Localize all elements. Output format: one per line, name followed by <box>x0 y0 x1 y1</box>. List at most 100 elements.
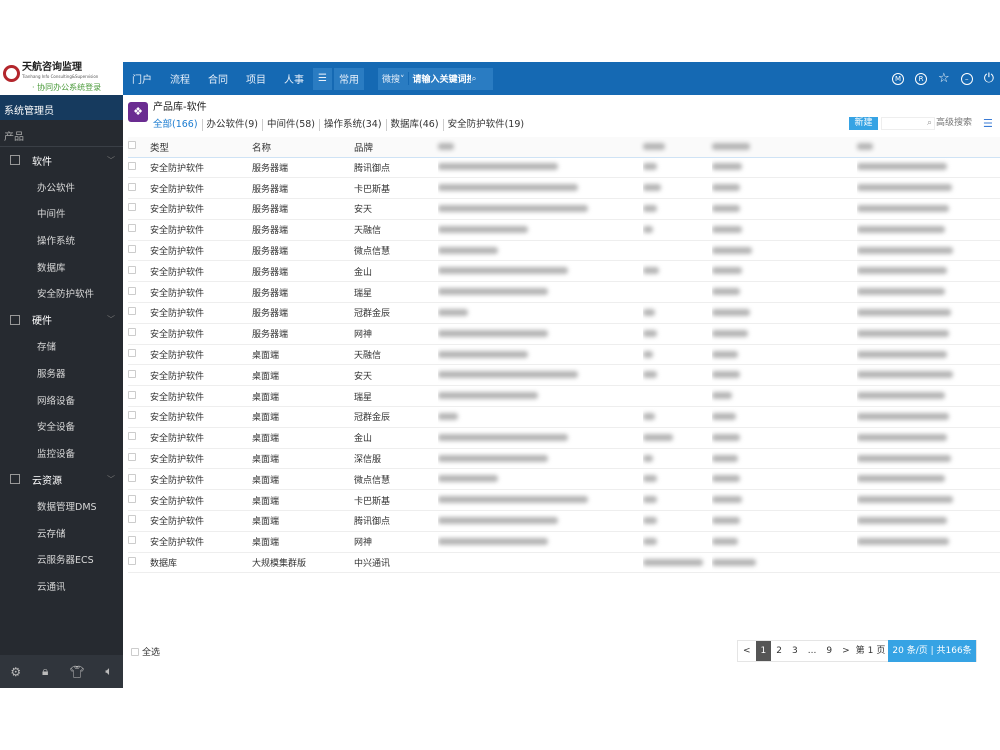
row-checkbox[interactable] <box>128 494 136 503</box>
table-row[interactable]: 安全防护软件 服务器端 卡巴斯基 <box>128 177 1000 200</box>
row-checkbox[interactable] <box>128 369 136 378</box>
new-button[interactable]: 新建 <box>849 117 878 130</box>
table-row[interactable]: 安全防护软件 服务器端 腾讯御点 <box>128 157 1000 179</box>
filter-os[interactable]: 操作系统(34) <box>319 119 386 131</box>
nav-project[interactable]: 项目 <box>246 75 266 86</box>
page-size-info[interactable]: 20 条/页 | 共166条 <box>888 640 976 662</box>
row-checkbox[interactable] <box>128 307 136 316</box>
select-all[interactable]: 全选 <box>131 645 160 658</box>
row-checkbox[interactable] <box>128 515 136 524</box>
star-icon[interactable]: ☆ <box>938 70 950 86</box>
filter-security[interactable]: 安全防护软件(19) <box>442 119 529 131</box>
page-1[interactable]: 1 <box>755 641 772 661</box>
row-checkbox[interactable] <box>128 390 136 399</box>
filter-all[interactable]: 全部(166) <box>153 119 198 130</box>
sidebar-item[interactable]: 监控设备 <box>37 448 76 460</box>
sidebar-group[interactable]: 软件 ﹀ <box>0 147 123 174</box>
row-checkbox[interactable] <box>128 557 136 566</box>
col-type[interactable]: 类型 <box>150 137 252 158</box>
table-row[interactable]: 安全防护软件 服务器端 冠群金辰 <box>128 302 1000 324</box>
sidebar-group[interactable]: 云资源 ﹀ <box>0 466 123 493</box>
table-row[interactable]: 安全防护软件 服务器端 微点信慧 <box>128 240 1000 262</box>
sidebar-item[interactable]: 安全防护软件 <box>37 289 95 301</box>
sidebar-item[interactable]: 中间件 <box>37 209 66 221</box>
list-view-icon[interactable]: ☰ <box>983 117 993 130</box>
row-checkbox[interactable] <box>128 224 136 233</box>
search-input[interactable]: 请输入关键词搜索 <box>412 75 472 85</box>
row-checkbox[interactable] <box>128 536 136 545</box>
search-scope-dropdown[interactable]: 微搜˅ <box>378 72 410 85</box>
col-name[interactable]: 名称 <box>252 137 354 158</box>
row-checkbox[interactable] <box>128 328 136 337</box>
sidebar-item[interactable]: 云存储 <box>37 528 66 540</box>
table-row[interactable]: 安全防护软件 桌面端 腾讯御点 <box>128 510 1000 532</box>
sidebar-section-product[interactable]: 产品 <box>0 120 123 147</box>
sidebar-item[interactable]: 服务器 <box>37 369 66 381</box>
nav-common[interactable]: 常用 <box>333 67 364 90</box>
row-checkbox[interactable] <box>128 161 136 170</box>
quick-search-input[interactable]: ⌕ <box>881 117 935 130</box>
table-row[interactable]: 安全防护软件 桌面端 瑞星 <box>128 385 1000 408</box>
header-checkbox[interactable] <box>128 141 136 150</box>
page-2[interactable]: 2 <box>776 646 783 656</box>
r-circle-icon[interactable]: R <box>915 72 928 85</box>
speaker-icon[interactable]: 🔈︎ <box>105 664 113 678</box>
row-checkbox[interactable] <box>128 473 136 482</box>
next-page-button[interactable]: > <box>842 646 850 656</box>
search-icon[interactable]: ⌕ <box>926 118 932 128</box>
sidebar-item[interactable]: 操作系统 <box>37 236 76 248</box>
sidebar-item[interactable]: 数据管理DMS <box>37 502 97 514</box>
table-row[interactable]: 安全防护软件 服务器端 金山 <box>128 260 1000 283</box>
table-row[interactable]: 安全防护软件 桌面端 深信服 <box>128 448 1000 470</box>
table-row[interactable]: 安全防护软件 桌面端 微点信慧 <box>128 468 1000 491</box>
row-checkbox[interactable] <box>128 265 136 274</box>
sidebar-item[interactable]: 数据库 <box>37 262 66 274</box>
sidebar-item[interactable]: 云服务器ECS <box>37 555 94 567</box>
table-row[interactable]: 安全防护软件 服务器端 安天 <box>128 198 1000 220</box>
table-row[interactable]: 安全防护软件 桌面端 冠群金辰 <box>128 406 1000 428</box>
row-checkbox[interactable] <box>128 432 136 441</box>
table-row[interactable]: 安全防护软件 桌面端 卡巴斯基 <box>128 489 1000 512</box>
col-brand[interactable]: 品牌 <box>354 137 438 158</box>
row-checkbox[interactable] <box>128 411 136 420</box>
table-row[interactable]: 安全防护软件 桌面端 金山 <box>128 427 1000 449</box>
row-checkbox[interactable] <box>128 182 136 191</box>
minus-circle-icon[interactable]: – <box>960 72 973 85</box>
row-checkbox[interactable] <box>128 349 136 358</box>
select-all-checkbox[interactable] <box>131 647 139 656</box>
table-row[interactable]: 安全防护软件 桌面端 网神 <box>128 531 1000 553</box>
table-row[interactable]: 数据库 大规模集群版 中兴通讯 <box>128 552 1000 574</box>
sidebar-item[interactable]: 云通讯 <box>37 581 66 593</box>
table-row[interactable]: 安全防护软件 桌面端 安天 <box>128 364 1000 387</box>
table-row[interactable]: 安全防护软件 桌面端 天融信 <box>128 344 1000 366</box>
nav-workflow[interactable]: 流程 <box>170 75 190 86</box>
sidebar-item[interactable]: 存储 <box>37 342 57 354</box>
sidebar-group[interactable]: 硬件 ﹀ <box>0 307 123 334</box>
table-row[interactable]: 安全防护软件 服务器端 天融信 <box>128 219 1000 241</box>
nav-contract[interactable]: 合同 <box>208 75 228 86</box>
filter-database[interactable]: 数据库(46) <box>385 119 443 131</box>
sidebar-item[interactable]: 安全设备 <box>37 422 76 434</box>
table-row[interactable]: 安全防护软件 服务器端 网神 <box>128 323 1000 345</box>
advanced-search-button[interactable]: 高级搜索 <box>936 118 973 128</box>
filter-middleware[interactable]: 中间件(58) <box>262 119 319 131</box>
page-9[interactable]: 9 <box>826 646 833 656</box>
lock-icon[interactable]: 🔒︎ <box>42 664 49 678</box>
table-row[interactable]: 安全防护软件 服务器端 瑞星 <box>128 281 1000 304</box>
prev-page-button[interactable]: < <box>743 646 751 656</box>
sidebar-user[interactable]: 系统管理员 <box>0 95 123 120</box>
power-icon[interactable]: ⏻ <box>983 70 994 86</box>
settings-icon[interactable]: ⚙ <box>10 664 22 679</box>
sidebar-item[interactable]: 办公软件 <box>37 182 76 194</box>
row-checkbox[interactable] <box>128 245 136 254</box>
nav-portal[interactable]: 门户 <box>132 75 152 86</box>
page-3[interactable]: 3 <box>792 646 798 656</box>
sidebar-item[interactable]: 网络设备 <box>37 395 76 407</box>
goto-page-input[interactable]: 1 <box>867 646 874 656</box>
row-checkbox[interactable] <box>128 453 136 462</box>
filter-office[interactable]: 办公软件(9) <box>201 119 262 131</box>
m-circle-icon[interactable]: M <box>892 72 905 85</box>
row-checkbox[interactable] <box>128 286 136 295</box>
search-icon[interactable]: ⌕ <box>471 73 477 84</box>
hamburger-icon[interactable]: ☰ <box>313 67 332 90</box>
